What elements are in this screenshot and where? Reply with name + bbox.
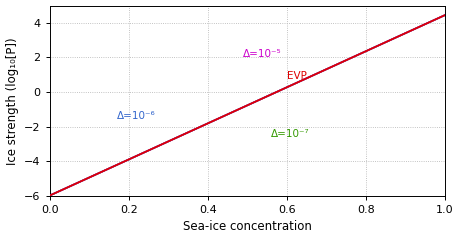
Y-axis label: Ice strength (log₁₀[P]): Ice strength (log₁₀[P])	[6, 37, 18, 164]
Text: Δ=10⁻⁵: Δ=10⁻⁵	[243, 49, 282, 59]
Text: EVP: EVP	[286, 71, 307, 81]
Text: Δ=10⁻⁷: Δ=10⁻⁷	[271, 129, 309, 139]
X-axis label: Sea-ice concentration: Sea-ice concentration	[183, 220, 312, 234]
Text: Δ=10⁻⁶: Δ=10⁻⁶	[117, 111, 156, 121]
